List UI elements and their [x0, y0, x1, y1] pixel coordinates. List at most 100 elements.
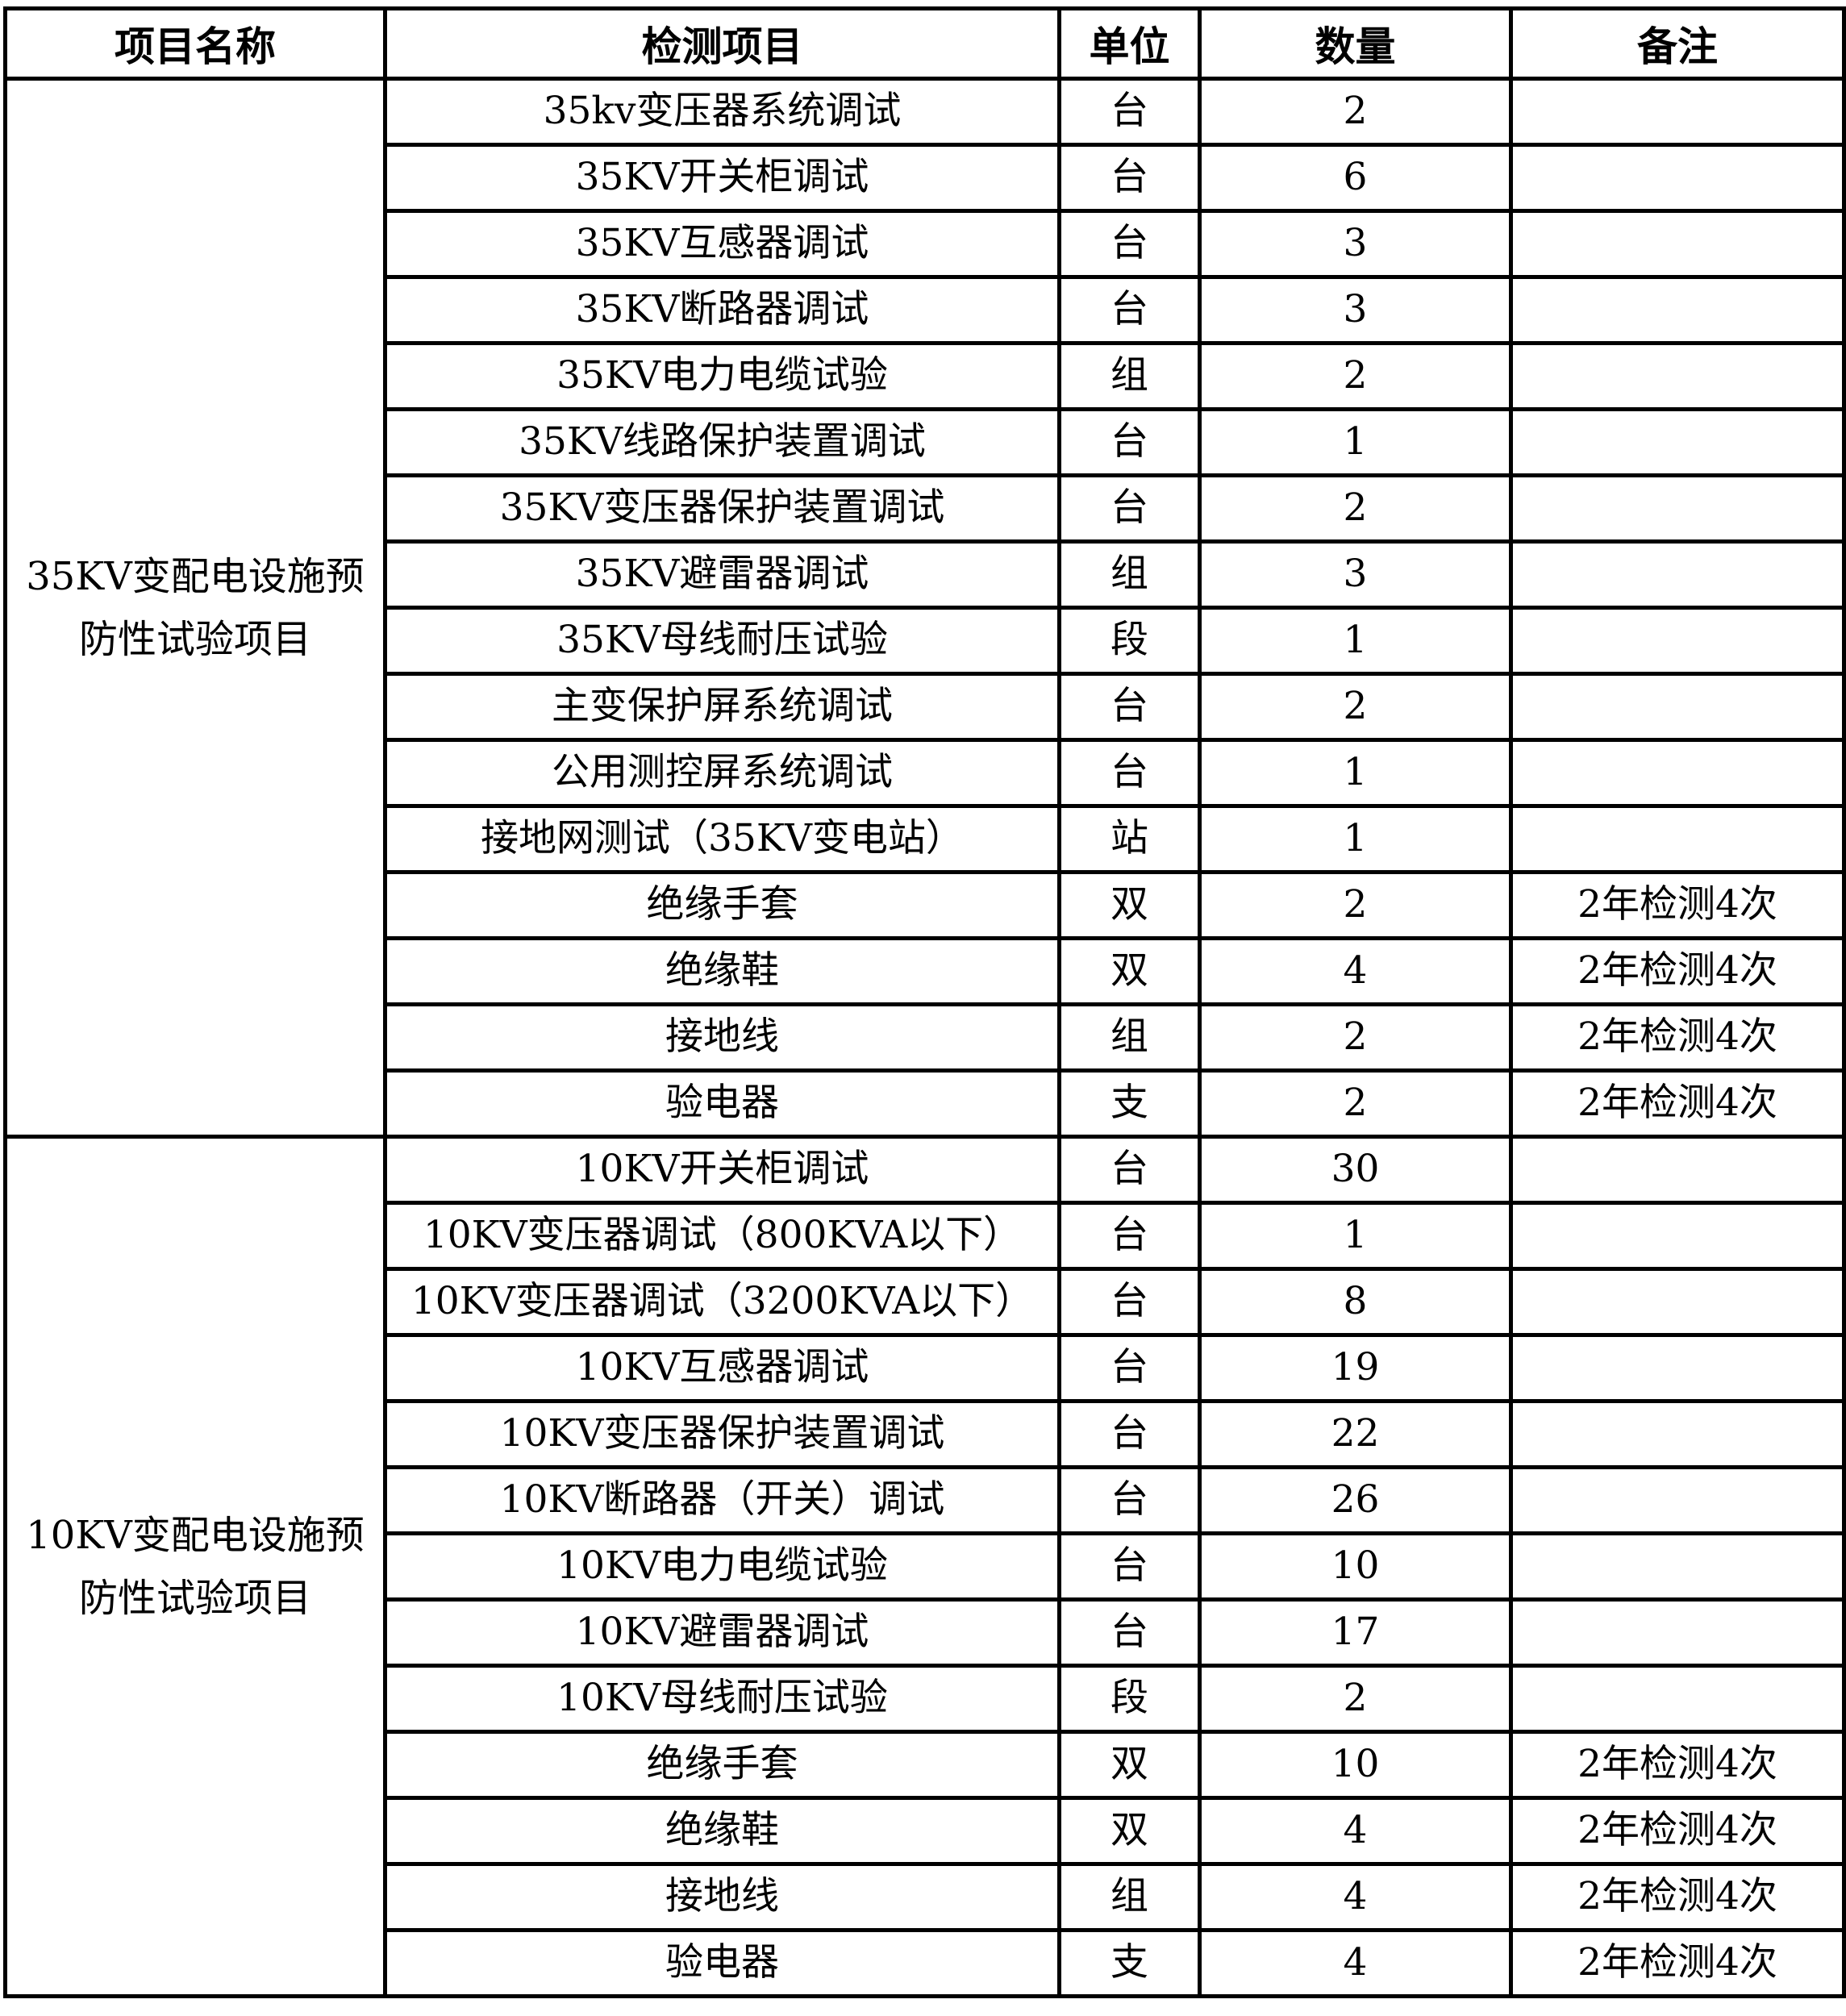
- unit-cell: 台: [1057, 473, 1202, 544]
- test-item-cell: 10KV变压器调试（3200KVA以下）: [383, 1267, 1061, 1337]
- quantity-cell: 6: [1198, 143, 1513, 213]
- table-row: 35KV互感器调试台 3: [6, 209, 1846, 279]
- test-item-cell: 10KV变压器保护装置调试: [383, 1399, 1061, 1469]
- quantity-cell: 2: [1198, 1002, 1513, 1073]
- table-row: 绝缘手套双 2 2年检测4次: [6, 870, 1846, 940]
- quantity-cell: 3: [1198, 209, 1513, 279]
- table-row: 接地网测试（35KV变电站）站 1: [6, 804, 1846, 874]
- remarks-cell: [1509, 1267, 1846, 1337]
- remarks-cell: 2年检测4次: [1509, 1862, 1846, 1932]
- test-item-cell: 35KV电力电缆试验: [383, 341, 1061, 411]
- test-item-cell: 公用测控屏系统调试: [383, 738, 1061, 808]
- quantity-cell: 1: [1198, 407, 1513, 477]
- header-project-name: 项目名称: [3, 6, 387, 81]
- unit-cell: 台: [1057, 407, 1202, 477]
- quantity-cell: 4: [1198, 1928, 1513, 1998]
- quantity-cell: 19: [1198, 1333, 1513, 1403]
- table-row: 验电器支 2 2年检测4次: [6, 1068, 1846, 1139]
- remarks-cell: [1509, 143, 1846, 213]
- header-remarks: 备注: [1509, 6, 1846, 81]
- unit-cell: 台: [1057, 672, 1202, 742]
- remarks-cell: [1509, 1201, 1846, 1271]
- remarks-cell: [1509, 209, 1846, 279]
- quantity-cell: 4: [1198, 1796, 1513, 1866]
- test-item-cell: 35KV线路保护装置调试: [383, 407, 1061, 477]
- remarks-cell: [1509, 1333, 1846, 1403]
- unit-cell: 站: [1057, 804, 1202, 874]
- remarks-cell: 2年检测4次: [1509, 936, 1846, 1006]
- test-item-cell: 接地网测试（35KV变电站）: [383, 804, 1061, 874]
- quantity-cell: 1: [1198, 738, 1513, 808]
- unit-cell: 台: [1057, 1333, 1202, 1403]
- test-item-cell: 绝缘鞋: [383, 1796, 1061, 1866]
- table-row: 绝缘鞋双 4 2年检测4次: [6, 936, 1846, 1006]
- remarks-cell: [1509, 407, 1846, 477]
- remarks-cell: 2年检测4次: [1509, 1730, 1846, 1800]
- project-name-cell: 10KV变配电设施预防性试验项目: [3, 1135, 387, 1998]
- test-item-cell: 35KV避雷器调试: [383, 539, 1061, 610]
- unit-cell: 双: [1057, 936, 1202, 1006]
- quantity-cell: 22: [1198, 1399, 1513, 1469]
- table-row: 35KV开关柜调试台 6: [6, 143, 1846, 213]
- unit-cell: 台: [1057, 738, 1202, 808]
- remarks-cell: [1509, 1135, 1846, 1205]
- quantity-cell: 30: [1198, 1135, 1513, 1205]
- table-row: 35KV断路器调试台 3: [6, 275, 1846, 345]
- table-row: 10KV变压器保护装置调试台 22: [6, 1399, 1846, 1469]
- quantity-cell: 17: [1198, 1597, 1513, 1668]
- table-row: 10KV电力电缆试验台 10: [6, 1531, 1846, 1602]
- table-row: 35KV避雷器调试组 3: [6, 539, 1846, 610]
- test-item-cell: 验电器: [383, 1068, 1061, 1139]
- remarks-cell: [1509, 1531, 1846, 1602]
- unit-cell: 段: [1057, 1664, 1202, 1734]
- header-quantity: 数量: [1198, 6, 1513, 81]
- remarks-cell: [1509, 275, 1846, 345]
- table-row: 35KV线路保护装置调试台 1: [6, 407, 1846, 477]
- quantity-cell: 2: [1198, 341, 1513, 411]
- table-row: 35KV母线耐压试验段 1: [6, 606, 1846, 676]
- test-item-cell: 10KV电力电缆试验: [383, 1531, 1061, 1602]
- remarks-cell: [1509, 1597, 1846, 1668]
- table-row: 绝缘手套双 10 2年检测4次: [6, 1730, 1846, 1800]
- table-row: 接地线组 2 2年检测4次: [6, 1002, 1846, 1073]
- test-item-cell: 绝缘鞋: [383, 936, 1061, 1006]
- test-item-cell: 35KV母线耐压试验: [383, 606, 1061, 676]
- table-row: 10KV避雷器调试台 17: [6, 1597, 1846, 1668]
- remarks-cell: [1509, 1399, 1846, 1469]
- quantity-cell: 8: [1198, 1267, 1513, 1337]
- quantity-cell: 10: [1198, 1730, 1513, 1800]
- quantity-cell: 10: [1198, 1531, 1513, 1602]
- quantity-cell: 4: [1198, 936, 1513, 1006]
- remarks-cell: [1509, 341, 1846, 411]
- unit-cell: 台: [1057, 1531, 1202, 1602]
- quantity-cell: 4: [1198, 1862, 1513, 1932]
- unit-cell: 台: [1057, 1267, 1202, 1337]
- test-item-cell: 主变保护屏系统调试: [383, 672, 1061, 742]
- remarks-cell: [1509, 1664, 1846, 1734]
- table-row: 接地线组 4 2年检测4次: [6, 1862, 1846, 1932]
- test-item-cell: 35KV互感器调试: [383, 209, 1061, 279]
- remarks-cell: 2年检测4次: [1509, 1796, 1846, 1866]
- remarks-cell: [1509, 473, 1846, 544]
- table-row: 10KV断路器（开关）调试台 26: [6, 1465, 1846, 1535]
- unit-cell: 双: [1057, 1796, 1202, 1866]
- unit-cell: 组: [1057, 1862, 1202, 1932]
- test-item-cell: 35kv变压器系统调试: [383, 77, 1061, 147]
- table-row: 35KV变压器保护装置调试台 2: [6, 473, 1846, 544]
- remarks-cell: [1509, 606, 1846, 676]
- remarks-cell: [1509, 804, 1846, 874]
- remarks-cell: [1509, 77, 1846, 147]
- unit-cell: 组: [1057, 341, 1202, 411]
- unit-cell: 双: [1057, 1730, 1202, 1800]
- unit-cell: 台: [1057, 1597, 1202, 1668]
- unit-cell: 台: [1057, 1465, 1202, 1535]
- unit-cell: 台: [1057, 209, 1202, 279]
- unit-cell: 组: [1057, 539, 1202, 610]
- test-item-cell: 10KV互感器调试: [383, 1333, 1061, 1403]
- unit-cell: 台: [1057, 143, 1202, 213]
- test-item-cell: 35KV断路器调试: [383, 275, 1061, 345]
- quantity-cell: 2: [1198, 1664, 1513, 1734]
- project-name-cell: 35KV变配电设施预防性试验项目: [3, 77, 387, 1139]
- quantity-cell: 2: [1198, 672, 1513, 742]
- quantity-cell: 2: [1198, 1068, 1513, 1139]
